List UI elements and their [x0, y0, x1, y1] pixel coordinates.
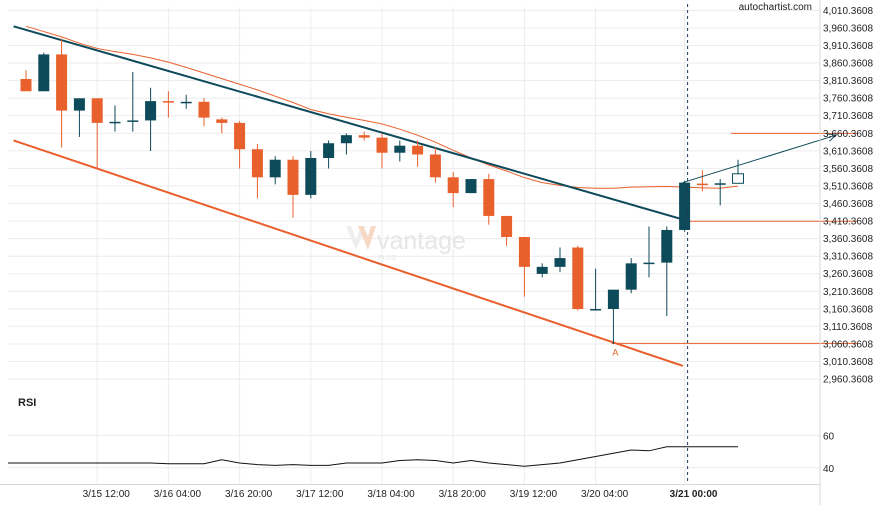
y-tick-label: 3,660.3608	[823, 129, 873, 140]
projection-arrow-head	[826, 133, 837, 142]
y-tick-label: 3,060.3608	[823, 339, 873, 350]
vantage-watermark: vantage PLUS	[346, 226, 466, 262]
candle-body	[127, 120, 139, 122]
x-tick-label: 3/18 20:00	[439, 489, 487, 500]
x-tick-label: 3/17 12:00	[296, 489, 344, 500]
rsi-tick-label: 40	[823, 464, 835, 475]
y-tick-label: 3,010.3608	[823, 357, 873, 368]
watermark-text: vantage	[377, 227, 466, 255]
y-tick-label: 3,110.3608	[823, 322, 873, 333]
y-tick-label: 3,210.3608	[823, 287, 873, 298]
key-levels	[611, 132, 858, 344]
y-tick-label: 2,960.3608	[823, 375, 873, 386]
y-tick-label: 3,260.3608	[823, 269, 873, 280]
vantage-logo-icon	[346, 226, 376, 250]
y-tick-label: 3,910.3608	[823, 41, 873, 52]
candle-body	[679, 182, 691, 230]
x-tick-label: 3/15 12:00	[83, 489, 131, 500]
y-tick-label: 3,460.3608	[823, 199, 873, 210]
candle-body	[732, 173, 744, 184]
watermark-subtext: PLUS	[378, 255, 397, 262]
ma-line	[25, 25, 739, 189]
x-tick-label: 3/16 04:00	[154, 489, 202, 500]
rsi-tick-label: 60	[823, 431, 835, 442]
candle-body	[91, 98, 103, 123]
candle-body	[269, 159, 281, 178]
axes: autochartist.com 4,010.3608 3,960.3608 3,9…	[0, 0, 873, 505]
overlays: A	[612, 4, 837, 484]
candle-body	[180, 101, 192, 104]
candle-body	[376, 137, 388, 153]
y-tick-label: 3,960.3608	[823, 23, 873, 34]
candle-body	[429, 154, 441, 178]
y-tick-label: 3,710.3608	[823, 111, 873, 122]
x-tick-label: 3/21 00:00	[670, 489, 718, 500]
candle-body	[483, 179, 495, 216]
y-tick-label: 3,560.3608	[823, 164, 873, 175]
trend-lines	[13, 25, 684, 367]
candle-body	[305, 157, 317, 195]
rsi-line	[8, 446, 738, 467]
y-tick-label: 3,610.3608	[823, 146, 873, 157]
candle-body	[216, 119, 228, 123]
candle-body	[198, 101, 210, 118]
grid	[8, 7, 820, 484]
candle-body	[56, 54, 68, 111]
candle-body	[447, 177, 459, 194]
candle-body	[536, 266, 548, 274]
y-tick-label: 3,760.3608	[823, 94, 873, 105]
x-tick-label: 3/18 04:00	[367, 489, 415, 500]
candle-body	[643, 262, 655, 265]
candle-body	[20, 78, 32, 92]
point-a-label: A	[612, 347, 618, 357]
candle-body	[607, 289, 619, 309]
candle-body	[590, 308, 602, 311]
y-tick-label: 3,410.3608	[823, 217, 873, 228]
candle-body	[501, 215, 513, 238]
y-tick-label: 3,160.3608	[823, 304, 873, 315]
candle-body	[518, 237, 530, 267]
candle-body	[394, 145, 406, 153]
candle-body	[412, 145, 424, 155]
projection-arrow-line	[682, 134, 837, 184]
candle-body	[340, 135, 352, 144]
support-trendline	[13, 139, 684, 367]
candle-body	[73, 98, 85, 111]
candle-body	[287, 159, 299, 195]
rsi-title: RSI	[18, 397, 36, 409]
candle-body	[145, 101, 157, 121]
candle-body	[251, 149, 263, 178]
x-tick-label: 3/16 20:00	[225, 489, 273, 500]
candle-body	[162, 101, 174, 103]
y-tick-label: 3,810.3608	[823, 76, 873, 87]
y-tick-label: 3,860.3608	[823, 59, 873, 70]
y-tick-label: 3,510.3608	[823, 181, 873, 192]
autochartist-brand: autochartist.com	[739, 2, 812, 13]
y-tick-label: 4,010.3608	[823, 6, 873, 17]
candle-body	[554, 258, 566, 267]
candle-body	[38, 54, 50, 92]
moving-average	[25, 25, 739, 189]
candle-body	[358, 135, 370, 138]
rsi-panel: RSI	[8, 397, 738, 467]
candle-body	[661, 229, 673, 263]
x-tick-label: 3/20 04:00	[581, 489, 629, 500]
x-tick-label: 3/19 12:00	[510, 489, 558, 500]
candle-body	[323, 143, 335, 158]
candle-body	[234, 122, 246, 150]
candle-body	[625, 263, 637, 290]
candle-body	[109, 121, 121, 124]
y-tick-label: 3,360.3608	[823, 234, 873, 245]
y-tick-label: 3,310.3608	[823, 252, 873, 263]
candle-body	[696, 183, 708, 186]
candles	[20, 38, 744, 345]
candle-body	[714, 183, 726, 185]
candle-body	[572, 247, 584, 309]
candle-body	[465, 179, 477, 194]
resistance-trendline	[13, 25, 684, 221]
